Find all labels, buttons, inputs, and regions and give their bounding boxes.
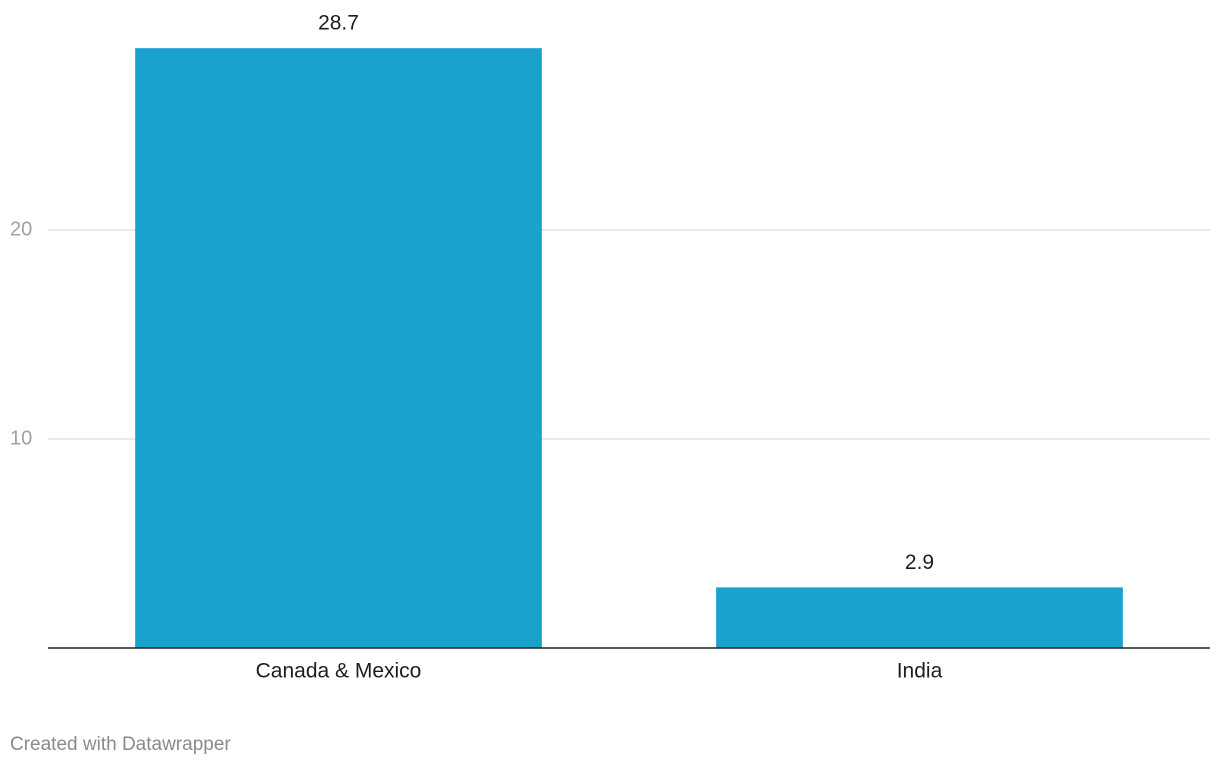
x-tick-label: India — [897, 660, 943, 683]
value-label: 2.9 — [905, 551, 934, 574]
x-tick-label: Canada & Mexico — [256, 660, 422, 683]
bars — [135, 48, 1123, 649]
credit: Created with Datawrapper — [10, 734, 231, 755]
bar — [716, 587, 1123, 648]
bar — [135, 48, 542, 649]
y-tick-label: 20 — [10, 218, 32, 240]
y-tick-label: 10 — [10, 427, 32, 449]
value-label: 28.7 — [318, 12, 359, 35]
